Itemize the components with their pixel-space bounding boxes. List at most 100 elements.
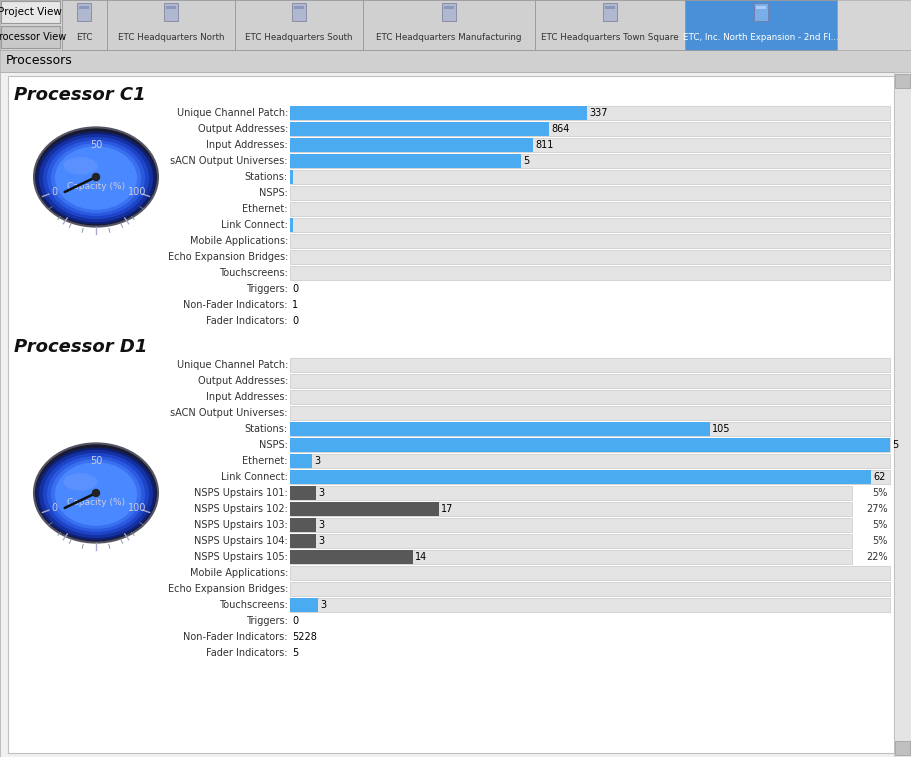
Circle shape [92, 173, 99, 180]
Text: 5228: 5228 [292, 632, 316, 642]
Text: Triggers:: Triggers: [246, 616, 288, 626]
Ellipse shape [47, 140, 145, 216]
Text: Link Connect:: Link Connect: [220, 472, 288, 482]
Bar [290, 566, 889, 580]
Text: 100: 100 [128, 187, 147, 197]
Bar [363, 0, 535, 50]
Text: 5%: 5% [872, 520, 887, 530]
Text: 27%: 27% [865, 504, 887, 514]
Text: ETC, Inc. North Expansion - 2nd Fl...: ETC, Inc. North Expansion - 2nd Fl... [682, 33, 838, 42]
Bar [290, 534, 851, 548]
Text: Input Addresses:: Input Addresses: [206, 392, 288, 402]
Ellipse shape [51, 459, 141, 529]
Bar [290, 454, 312, 468]
Text: NSPS:: NSPS: [259, 188, 288, 198]
Bar [62, 0, 107, 50]
Bar [290, 186, 889, 200]
Bar [290, 598, 318, 612]
Bar [290, 138, 533, 152]
Bar [442, 3, 456, 21]
Text: Unique Channel Patch:: Unique Channel Patch: [177, 108, 288, 118]
Text: 0: 0 [292, 316, 298, 326]
Text: NSPS Upstairs 101:: NSPS Upstairs 101: [194, 488, 288, 498]
Bar [290, 422, 710, 436]
Text: Mobile Applications:: Mobile Applications: [189, 236, 288, 246]
Text: 5: 5 [522, 156, 528, 166]
Text: ETC Headquarters Town Square: ETC Headquarters Town Square [540, 33, 678, 42]
Text: Processor View: Processor View [0, 32, 67, 42]
Bar [290, 154, 520, 168]
Bar [290, 422, 889, 436]
Bar [290, 122, 548, 136]
Text: Link Connect:: Link Connect: [220, 220, 288, 230]
Ellipse shape [36, 132, 156, 225]
Bar [753, 3, 767, 21]
Bar [77, 3, 91, 21]
Text: 811: 811 [535, 140, 553, 150]
Bar [290, 486, 851, 500]
Text: 0: 0 [292, 616, 298, 626]
Bar [79, 6, 89, 9]
Ellipse shape [55, 146, 137, 210]
Text: 100: 100 [128, 503, 147, 513]
Bar [235, 0, 363, 50]
Bar [290, 486, 316, 500]
Text: 22%: 22% [865, 552, 887, 562]
Text: Capacity (%): Capacity (%) [67, 182, 125, 191]
Text: ETC: ETC [77, 33, 93, 42]
Text: 17: 17 [441, 504, 453, 514]
Text: Processors: Processors [6, 55, 73, 67]
Text: 50: 50 [89, 140, 102, 150]
Bar [290, 266, 889, 280]
Text: 3: 3 [318, 520, 324, 530]
Text: sACN Output Universes:: sACN Output Universes: [170, 408, 288, 418]
Bar [290, 202, 889, 216]
Text: Unique Channel Patch:: Unique Channel Patch: [177, 360, 288, 370]
Bar [894, 74, 909, 88]
Text: ETC Headquarters South: ETC Headquarters South [245, 33, 353, 42]
Ellipse shape [64, 473, 97, 491]
Text: Capacity (%): Capacity (%) [67, 498, 125, 506]
Bar [290, 454, 889, 468]
Bar [290, 502, 439, 516]
Ellipse shape [55, 463, 137, 526]
Text: 0: 0 [52, 187, 57, 197]
Bar [290, 170, 292, 184]
Bar [290, 534, 316, 548]
Bar [0, 0, 62, 50]
Bar [290, 582, 889, 596]
Text: Fader Indicators:: Fader Indicators: [206, 316, 288, 326]
Text: Ethernet:: Ethernet: [242, 456, 288, 466]
Bar [604, 6, 614, 9]
Bar [290, 106, 889, 120]
Text: 50: 50 [89, 456, 102, 466]
Bar [107, 0, 235, 50]
Bar [166, 6, 176, 9]
Bar [684, 0, 836, 50]
Bar [894, 741, 909, 755]
Text: 5%: 5% [872, 488, 887, 498]
Text: 5: 5 [292, 648, 298, 658]
Bar [290, 218, 292, 232]
Text: 3: 3 [318, 536, 324, 546]
Bar [290, 390, 889, 404]
Bar [290, 358, 889, 372]
Text: 62: 62 [873, 472, 885, 482]
Bar [290, 406, 889, 420]
Text: Echo Expansion Bridges:: Echo Expansion Bridges: [168, 584, 288, 594]
Bar [290, 374, 889, 388]
Text: 0: 0 [52, 503, 57, 513]
Text: 14: 14 [415, 552, 426, 562]
Ellipse shape [39, 134, 153, 222]
Bar [290, 154, 889, 168]
Ellipse shape [36, 447, 156, 540]
Text: Touchscreens:: Touchscreens: [219, 268, 288, 278]
Bar [755, 6, 765, 9]
Text: NSPS Upstairs 105:: NSPS Upstairs 105: [194, 552, 288, 562]
Text: Input Addresses:: Input Addresses: [206, 140, 288, 150]
Bar [444, 6, 454, 9]
Bar [290, 518, 316, 532]
Text: Non-Fader Indicators:: Non-Fader Indicators: [183, 300, 288, 310]
Text: Triggers:: Triggers: [246, 284, 288, 294]
Text: Non-Fader Indicators:: Non-Fader Indicators: [183, 632, 288, 642]
